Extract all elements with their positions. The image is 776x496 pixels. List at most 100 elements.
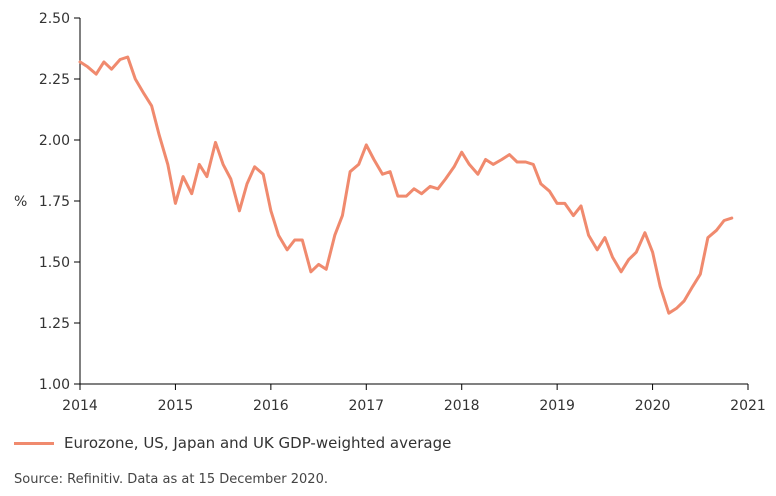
- data-point: [596, 248, 599, 251]
- data-point: [357, 163, 360, 166]
- x-tick-label: 2016: [253, 398, 289, 414]
- data-point: [500, 158, 503, 161]
- x-tick-label: 2020: [635, 398, 671, 414]
- data-point: [460, 151, 463, 154]
- data-point: [269, 209, 272, 212]
- data-point: [396, 195, 399, 198]
- data-point: [651, 251, 654, 254]
- data-point: [548, 190, 551, 193]
- y-tick-label: 1.50: [39, 255, 70, 271]
- data-point: [246, 182, 249, 185]
- y-tick-label: 1.25: [39, 316, 70, 332]
- data-point: [190, 192, 193, 195]
- data-point: [453, 165, 456, 168]
- data-point: [620, 270, 623, 273]
- data-point: [222, 163, 225, 166]
- data-point: [182, 175, 185, 178]
- data-point: [627, 258, 630, 261]
- data-point: [158, 134, 161, 137]
- data-point: [286, 248, 289, 251]
- data-point: [715, 229, 718, 232]
- data-point: [301, 239, 304, 242]
- data-point: [635, 251, 638, 254]
- data-point: [174, 202, 177, 205]
- data-point: [603, 236, 606, 239]
- data-point: [420, 192, 423, 195]
- data-point: [341, 214, 344, 217]
- data-point: [706, 236, 709, 239]
- data-point: [413, 187, 416, 190]
- x-axis-ticks: 2014 2015 2016 2017 2018 2019 2020 2021: [62, 384, 766, 414]
- data-point: [110, 68, 113, 71]
- data-point: [293, 239, 296, 242]
- line-chart: 1.001.251.501.752.002.252.50 2014 2015 201…: [14, 11, 766, 414]
- y-axis-label: %: [14, 194, 27, 210]
- x-tick-label: 2019: [539, 398, 575, 414]
- legend-label: Eurozone, US, Japan and UK GDP-weighted …: [64, 434, 452, 452]
- data-point: [333, 234, 336, 237]
- data-point: [238, 209, 241, 212]
- x-tick-label: 2015: [158, 398, 194, 414]
- data-point: [277, 234, 280, 237]
- data-point: [317, 263, 320, 266]
- data-point: [572, 214, 575, 217]
- data-point: [508, 153, 511, 156]
- data-point: [119, 58, 122, 61]
- data-point: [102, 60, 105, 63]
- data-point: [253, 165, 256, 168]
- x-tick-label: 2017: [348, 398, 384, 414]
- data-point: [730, 217, 733, 220]
- data-point: [86, 65, 89, 68]
- data-point: [563, 202, 566, 205]
- data-point: [205, 175, 208, 178]
- x-tick-label: 2014: [62, 398, 98, 414]
- data-point: [524, 160, 527, 163]
- data-point: [587, 234, 590, 237]
- data-point: [580, 204, 583, 207]
- data-point: [667, 312, 670, 315]
- y-tick-label: 1.00: [39, 377, 70, 393]
- series-layer: [78, 55, 734, 315]
- data-point: [262, 173, 265, 176]
- data-point: [436, 187, 439, 190]
- data-point: [484, 158, 487, 161]
- x-tick-label: 2018: [444, 398, 480, 414]
- data-point: [444, 178, 447, 181]
- data-point: [476, 173, 479, 176]
- data-point: [516, 160, 519, 163]
- data-point: [372, 158, 375, 161]
- data-point: [95, 73, 98, 76]
- data-point: [79, 60, 82, 63]
- data-point: [539, 182, 542, 185]
- data-point: [643, 231, 646, 234]
- data-point: [134, 78, 137, 81]
- data-point: [532, 163, 535, 166]
- data-point: [229, 178, 232, 181]
- data-point: [556, 202, 559, 205]
- data-point: [468, 163, 471, 166]
- y-axis-ticks: 1.00 1.25 1.50 1.75 2.00 2.25 2.50: [39, 11, 80, 393]
- data-point: [691, 285, 694, 288]
- data-point: [675, 307, 678, 310]
- data-point: [683, 300, 686, 303]
- data-point: [142, 92, 145, 95]
- y-tick-label: 2.50: [39, 11, 70, 27]
- legend-swatch: [14, 441, 54, 445]
- data-point: [150, 104, 153, 107]
- data-point: [365, 143, 368, 146]
- data-point: [126, 56, 129, 59]
- data-point: [166, 163, 169, 166]
- data-point: [214, 141, 217, 144]
- x-tick-label: 2021: [730, 398, 766, 414]
- data-point: [381, 173, 384, 176]
- y-tick-label: 1.75: [39, 194, 70, 210]
- data-point: [405, 195, 408, 198]
- y-tick-label: 2.25: [39, 72, 70, 88]
- data-point: [723, 219, 726, 222]
- data-point: [699, 273, 702, 276]
- data-point: [429, 185, 432, 188]
- legend: Eurozone, US, Japan and UK GDP-weighted …: [14, 434, 451, 452]
- data-point: [611, 256, 614, 259]
- data-point: [389, 170, 392, 173]
